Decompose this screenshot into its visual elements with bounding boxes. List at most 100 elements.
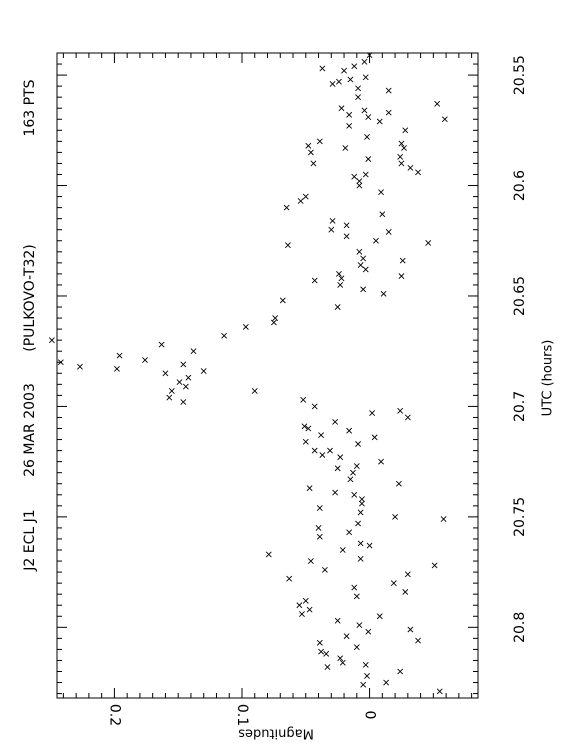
plot-frame <box>56 52 479 699</box>
data-point <box>365 156 372 162</box>
data-point <box>339 659 346 666</box>
data-point <box>324 664 331 670</box>
data-point <box>265 551 272 558</box>
data-point <box>48 337 55 344</box>
data-point <box>407 164 414 171</box>
data-point <box>366 52 373 59</box>
data-point <box>355 520 361 527</box>
data-point <box>346 529 353 536</box>
data-point <box>334 304 341 310</box>
data-point <box>383 679 390 686</box>
data-point <box>356 178 363 185</box>
data-point <box>283 204 290 211</box>
data-point <box>355 94 361 101</box>
data-point <box>343 222 350 229</box>
data-point <box>323 650 330 657</box>
y-tick-labels: 0 0.1 0.2 <box>106 704 377 726</box>
data-point <box>365 114 372 120</box>
header-text: J2 ECL J1 <box>22 509 38 571</box>
data-point <box>343 633 350 640</box>
data-point <box>385 87 392 94</box>
data-point <box>378 189 384 196</box>
data-point <box>401 145 407 151</box>
data-point <box>380 290 387 297</box>
data-point <box>327 447 333 454</box>
axis-ticks <box>57 53 478 698</box>
data-point <box>398 273 405 280</box>
data-point <box>379 211 386 218</box>
data-point <box>415 637 421 644</box>
data-point <box>311 447 318 454</box>
data-point <box>272 315 279 321</box>
data-point <box>319 65 326 72</box>
data-point <box>404 414 411 421</box>
data-point <box>436 688 443 695</box>
data-point <box>395 480 402 487</box>
data-point <box>180 399 187 405</box>
data-point <box>337 282 344 288</box>
data-point <box>315 524 322 531</box>
data-point <box>332 489 339 496</box>
x-tick-label: 20.75 <box>512 497 528 537</box>
data-point <box>311 277 318 284</box>
data-point <box>385 229 392 235</box>
data-point <box>200 368 207 375</box>
data-point <box>296 602 303 609</box>
data-point <box>356 622 363 629</box>
data-point <box>440 516 447 522</box>
data-point <box>398 140 405 147</box>
y-axis-label: Magnitudes <box>238 726 314 741</box>
data-point <box>180 361 187 368</box>
data-point <box>316 639 323 646</box>
data-point <box>373 237 379 244</box>
x-tick-label: 20.65 <box>512 276 528 316</box>
data-point <box>415 169 421 176</box>
data-point <box>366 542 373 549</box>
data-point <box>351 63 358 70</box>
data-point <box>329 81 336 87</box>
data-point <box>168 388 175 394</box>
data-point <box>305 425 312 432</box>
data-point <box>221 332 228 339</box>
data-point <box>361 58 368 65</box>
data-point <box>351 584 358 591</box>
data-point <box>302 438 309 445</box>
data-point <box>362 661 369 668</box>
x-tick-label: 20.6 <box>512 170 528 201</box>
data-point <box>302 597 309 604</box>
chart-header: J2 ECL J1 26 MAR 2003 (PULKOVO-T32) 163 PTS <box>22 79 38 571</box>
y-tick-label: 0.2 <box>106 704 122 726</box>
data-point <box>364 134 370 140</box>
x-tick-labels: 20.55 20.6 20.65 20.7 20.75 20.8 <box>512 55 528 643</box>
data-point <box>299 611 305 617</box>
data-point <box>431 562 438 569</box>
data-point <box>355 85 361 92</box>
data-point <box>334 465 341 472</box>
data-point <box>300 396 307 403</box>
data-point <box>399 257 406 264</box>
data-point <box>297 198 304 204</box>
data-point <box>316 138 323 145</box>
data-point <box>334 617 341 624</box>
data-point <box>337 454 344 461</box>
data-point <box>362 266 369 273</box>
data-point <box>306 606 313 613</box>
data-point <box>307 558 314 564</box>
data-point <box>346 427 353 434</box>
header-text: 26 MAR 2003 <box>22 383 38 477</box>
y-tick-label: 0 <box>362 711 378 720</box>
data-point <box>407 626 414 633</box>
data-point <box>385 109 392 116</box>
data-point <box>166 394 173 401</box>
data-point <box>369 410 376 416</box>
data-point <box>397 407 404 414</box>
data-point <box>286 575 293 582</box>
data-point <box>302 193 309 200</box>
data-point <box>342 145 349 151</box>
data-point <box>398 160 405 167</box>
data-point <box>338 105 345 112</box>
data-point <box>356 182 363 189</box>
data-point <box>305 142 312 149</box>
data-point <box>142 357 148 363</box>
data-point <box>361 107 368 114</box>
